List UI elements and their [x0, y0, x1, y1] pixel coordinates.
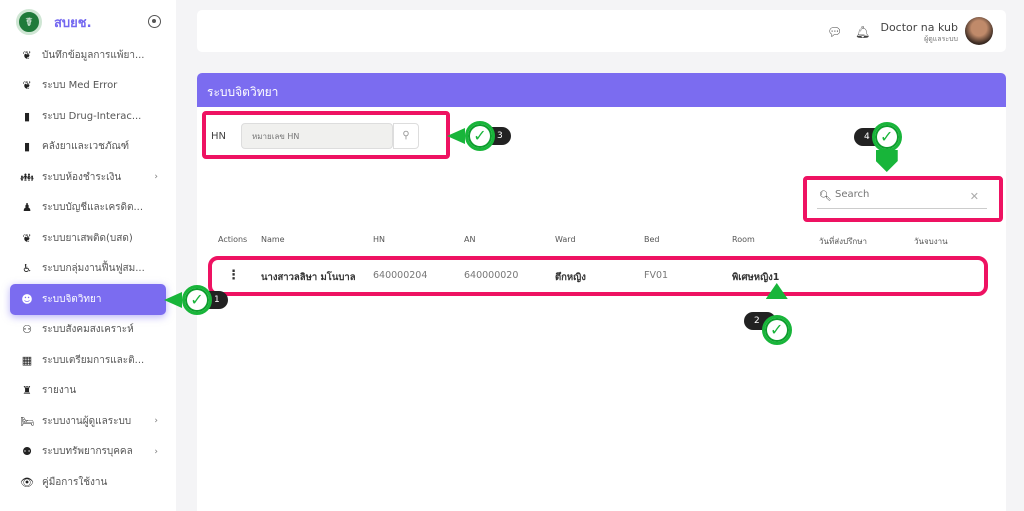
hr-icon: ⚉: [22, 445, 32, 459]
clear-icon[interactable]: ✕: [969, 190, 979, 203]
sidebar-item[interactable]: ⚇ ระบบสังคมสงเคราะห์: [10, 315, 166, 346]
sidebar-item[interactable]: 👁︎ คู่มือการใช้งาน: [10, 467, 166, 498]
eye-icon: 👁︎: [20, 475, 34, 489]
sidebar-item[interactable]: 👪︎ ระบบห้องชำระเงิน ›: [10, 162, 166, 193]
column-header[interactable]: Ward: [555, 235, 576, 244]
callout-2: 2 ✓: [744, 283, 792, 345]
medicine-bottle-icon: ▮: [23, 109, 31, 123]
highlight-table-row: [208, 256, 988, 296]
sidebar-item[interactable]: ❦ บันทึกข้อมูลการแพ้ยา...: [10, 40, 166, 71]
sidebar-item[interactable]: ♜ รายงาน: [10, 376, 166, 407]
hands-pill-icon: ❦: [22, 48, 32, 62]
hn-input[interactable]: [241, 123, 393, 149]
sidebar-item[interactable]: ▮ ระบบ Drug-Interac...: [10, 101, 166, 132]
page-title: ระบบจิตวิทยา: [197, 73, 1006, 107]
column-header[interactable]: AN: [464, 235, 476, 244]
sidebar: ☤ สบยช. ❦ บันทึกข้อมูลการแพ้ยา... ❦ ระบบ Me…: [0, 0, 176, 511]
bed-icon: 🛏︎: [20, 414, 34, 428]
sidebar-item-label: ระบบกลุ่มงานฟื้นฟูสม...: [42, 263, 145, 275]
cell-room: พิเศษหญิง1: [732, 272, 780, 283]
brain-head-icon: ☻: [21, 292, 33, 306]
sidebar-item-label: ระบบ Drug-Interac...: [42, 110, 142, 122]
top-bar: 💬︎ 🔔︎ Doctor na kub ผู้ดูแลระบบ: [197, 10, 1006, 52]
check-icon: ✓: [182, 285, 212, 315]
brand-name: สบยช.: [54, 15, 92, 31]
report-icon: ♜: [22, 384, 32, 398]
search-icon: ⚲: [402, 130, 410, 141]
column-header[interactable]: วันที่ส่งปรึกษา: [819, 237, 868, 246]
hn-search-button[interactable]: ⚲: [393, 123, 419, 149]
callout-3: ✓ 3: [447, 121, 511, 151]
sidebar-item[interactable]: ❦ ระบบยาเสพติด(บสด): [10, 223, 166, 254]
sidebar-item-label: ระบบบัญชีและเครดิต...: [42, 202, 144, 214]
chevron-right-icon: ›: [154, 172, 158, 183]
search-icon: 🔍︎: [819, 191, 832, 202]
sidebar-item-label: คู่มือการใช้งาน: [42, 476, 108, 488]
sidebar-item[interactable]: ▦ ระบบเตรียมการและติ...: [10, 345, 166, 376]
hands-pill-icon: ❦: [22, 231, 32, 245]
column-header[interactable]: วันจบงาน: [914, 237, 948, 246]
sidebar-nav: ❦ บันทึกข้อมูลการแพ้ยา... ❦ ระบบ Med Error ▮…: [10, 40, 166, 498]
chevron-right-icon: ›: [154, 416, 158, 427]
sidebar-item-label: ระบบงานผู้ดูแลระบบ: [42, 415, 132, 427]
brand[interactable]: ☤ สบยช.: [16, 9, 92, 35]
cell-hn: 640000204: [373, 270, 428, 281]
sidebar-item-label: ระบบยาเสพติด(บสด): [42, 232, 133, 244]
column-header[interactable]: HN: [373, 235, 385, 244]
sidebar-item[interactable]: ▮ คลังยาและเวชภัณฑ์: [10, 132, 166, 163]
sidebar-item[interactable]: ☻ ระบบจิตวิทยา: [10, 284, 166, 315]
column-header[interactable]: Room: [732, 235, 755, 244]
sidebar-item[interactable]: ⚉ ระบบทรัพยากรบุคคล ›: [10, 437, 166, 468]
check-icon: ✓: [761, 315, 792, 345]
chat-icon[interactable]: 💬︎: [827, 25, 843, 39]
column-header[interactable]: Name: [261, 235, 285, 244]
arrow-left-icon: [164, 292, 182, 308]
sidebar-item-label: ระบบ Med Error: [42, 80, 118, 92]
check-icon: ✓: [871, 122, 902, 152]
user-role: ผู้ดูแลระบบ: [924, 35, 958, 43]
cell-an: 640000020: [464, 270, 519, 281]
sidebar-item[interactable]: ♟ ระบบบัญชีและเครดิต...: [10, 193, 166, 224]
sidebar-item-label: ระบบเตรียมการและติ...: [42, 354, 145, 366]
sidebar-item-label: ระบบห้องชำระเงิน: [42, 171, 122, 183]
search-input[interactable]: [835, 189, 955, 200]
hn-label: HN: [211, 131, 226, 142]
medicine-bottle-icon: ▮: [23, 140, 31, 154]
sidebar-item-label: รายงาน: [42, 385, 77, 397]
logo-icon: ☤: [16, 9, 42, 35]
check-icon: ✓: [465, 121, 495, 151]
table-search: 🔍︎ ✕: [817, 187, 987, 209]
callout-4: 4 ✓: [854, 122, 902, 172]
highlight-table-search: [803, 176, 1003, 222]
avatar[interactable]: [965, 17, 993, 45]
cell-ward: ตึกหญิง: [555, 272, 586, 283]
cell-bed: FV01: [644, 270, 669, 281]
family-icon: ⚇: [22, 323, 32, 337]
cell-name: นางสาวลลิษา มโนบาล: [261, 272, 356, 283]
rehab-icon: ♿︎: [22, 262, 32, 276]
calculator-icon: ▦: [21, 353, 33, 367]
hands-pill-icon: ❦: [22, 79, 32, 93]
sidebar-item-label: ระบบทรัพยากรบุคคล: [42, 446, 133, 458]
sidebar-item-label: ระบบจิตวิทยา: [42, 293, 102, 305]
sidebar-item[interactable]: ❦ ระบบ Med Error: [10, 71, 166, 102]
column-header[interactable]: Bed: [644, 235, 660, 244]
callout-1: ✓ 1: [164, 285, 228, 315]
column-header[interactable]: Actions: [218, 235, 248, 244]
people-icon: 👪︎: [20, 170, 34, 184]
settings-icon[interactable]: [148, 15, 161, 28]
sidebar-item[interactable]: 🛏︎ ระบบงานผู้ดูแลระบบ ›: [10, 406, 166, 437]
chevron-right-icon: ›: [154, 446, 158, 457]
arrow-left-icon: [447, 128, 465, 144]
sidebar-item-label: บันทึกข้อมูลการแพ้ยา...: [42, 49, 145, 61]
row-actions-icon[interactable]: ⋮: [227, 268, 240, 283]
user-name[interactable]: Doctor na kub: [880, 21, 958, 34]
sidebar-item-label: คลังยาและเวชภัณฑ์: [42, 141, 130, 153]
highlight-hn-search: [202, 111, 450, 159]
arrow-down-icon: [875, 150, 898, 172]
sidebar-item-label: ระบบสังคมสงเคราะห์: [42, 324, 134, 336]
bell-icon[interactable]: 🔔︎: [855, 25, 871, 39]
cashier-icon: ♟: [22, 201, 32, 215]
sidebar-item[interactable]: ♿︎ ระบบกลุ่มงานฟื้นฟูสม...: [10, 254, 166, 285]
